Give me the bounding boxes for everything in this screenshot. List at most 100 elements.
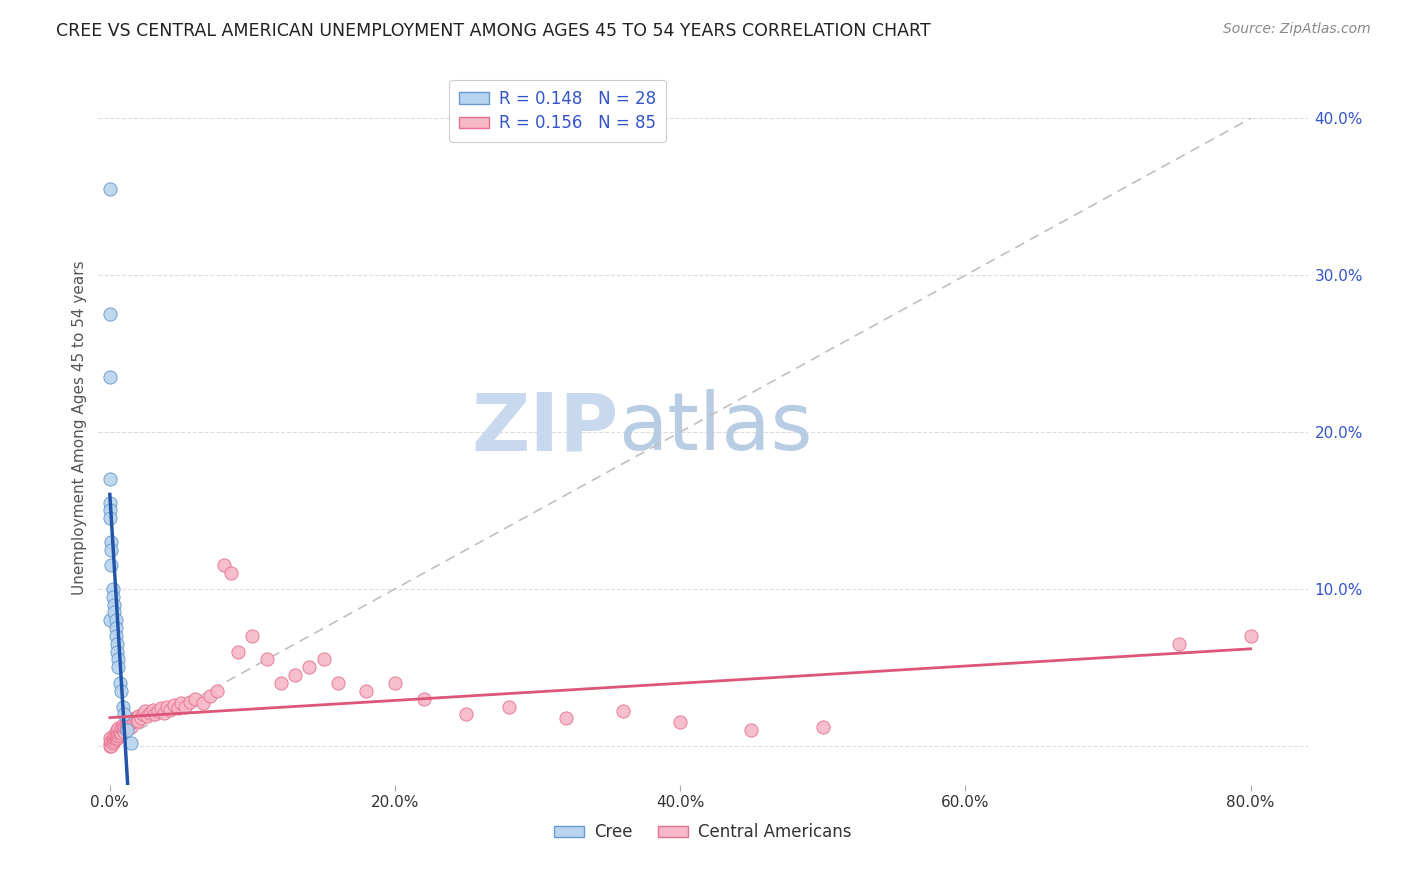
Point bbox=[107, 726, 129, 740]
Point bbox=[104, 621, 127, 635]
Point bbox=[98, 739, 121, 753]
Point bbox=[412, 691, 434, 706]
Point bbox=[555, 710, 578, 724]
Point bbox=[120, 715, 142, 730]
Point bbox=[117, 715, 139, 730]
Point bbox=[100, 739, 122, 753]
Point bbox=[104, 732, 127, 747]
Point bbox=[104, 724, 127, 739]
Point bbox=[174, 699, 197, 714]
Point bbox=[134, 704, 156, 718]
Point bbox=[100, 734, 122, 748]
Point bbox=[112, 707, 135, 722]
Point bbox=[284, 668, 307, 682]
Point bbox=[98, 613, 121, 627]
Text: CREE VS CENTRAL AMERICAN UNEMPLOYMENT AMONG AGES 45 TO 54 YEARS CORRELATION CHAR: CREE VS CENTRAL AMERICAN UNEMPLOYMENT AM… bbox=[56, 22, 931, 40]
Point bbox=[131, 707, 153, 722]
Point bbox=[127, 709, 149, 723]
Point bbox=[312, 652, 335, 666]
Point bbox=[125, 712, 148, 726]
Point bbox=[103, 598, 125, 612]
Point bbox=[107, 652, 129, 666]
Point bbox=[105, 637, 128, 651]
Point bbox=[98, 736, 121, 750]
Point bbox=[205, 684, 228, 698]
Point bbox=[101, 732, 124, 747]
Point bbox=[110, 722, 132, 736]
Point bbox=[170, 697, 193, 711]
Point bbox=[219, 566, 242, 581]
Point bbox=[118, 716, 141, 731]
Point bbox=[108, 728, 131, 742]
Point bbox=[1239, 629, 1261, 643]
Point bbox=[179, 695, 201, 709]
Point bbox=[139, 706, 162, 720]
Point bbox=[105, 731, 128, 745]
Point bbox=[100, 542, 122, 557]
Point bbox=[148, 704, 170, 718]
Point bbox=[127, 714, 149, 728]
Point bbox=[298, 660, 321, 674]
Point bbox=[100, 558, 122, 573]
Point bbox=[107, 660, 129, 674]
Point bbox=[103, 731, 125, 745]
Point bbox=[117, 720, 139, 734]
Point bbox=[124, 710, 146, 724]
Point bbox=[242, 629, 264, 643]
Point bbox=[159, 703, 181, 717]
Point bbox=[101, 582, 124, 596]
Legend: Cree, Central Americans: Cree, Central Americans bbox=[548, 817, 858, 848]
Point bbox=[100, 534, 122, 549]
Point bbox=[115, 718, 138, 732]
Point bbox=[122, 714, 145, 728]
Point bbox=[105, 728, 128, 742]
Point bbox=[1168, 637, 1191, 651]
Point bbox=[104, 613, 127, 627]
Point bbox=[103, 734, 125, 748]
Point bbox=[98, 503, 121, 517]
Point bbox=[101, 736, 124, 750]
Point bbox=[120, 736, 142, 750]
Point bbox=[110, 726, 132, 740]
Point bbox=[98, 370, 121, 384]
Point bbox=[105, 723, 128, 737]
Point bbox=[184, 691, 207, 706]
Point bbox=[256, 652, 278, 666]
Point bbox=[104, 729, 127, 743]
Point bbox=[115, 723, 138, 737]
Point bbox=[115, 714, 138, 728]
Point bbox=[129, 710, 152, 724]
Point bbox=[384, 676, 406, 690]
Point bbox=[163, 698, 186, 712]
Point bbox=[114, 716, 136, 731]
Point bbox=[270, 676, 292, 690]
Point bbox=[114, 722, 136, 736]
Point bbox=[356, 684, 378, 698]
Point bbox=[498, 699, 520, 714]
Point bbox=[112, 724, 135, 739]
Point bbox=[612, 704, 634, 718]
Point bbox=[112, 720, 135, 734]
Point bbox=[98, 731, 121, 745]
Point bbox=[120, 720, 142, 734]
Point bbox=[98, 496, 121, 510]
Y-axis label: Unemployment Among Ages 45 to 54 years: Unemployment Among Ages 45 to 54 years bbox=[72, 260, 87, 596]
Point bbox=[142, 703, 165, 717]
Point bbox=[121, 712, 143, 726]
Point bbox=[110, 684, 132, 698]
Point bbox=[811, 720, 834, 734]
Point bbox=[101, 590, 124, 604]
Point bbox=[107, 729, 129, 743]
Point bbox=[212, 558, 235, 573]
Point bbox=[167, 701, 190, 715]
Point bbox=[326, 676, 349, 690]
Point bbox=[145, 707, 167, 722]
Point bbox=[105, 645, 128, 659]
Point bbox=[150, 701, 173, 715]
Point bbox=[108, 676, 131, 690]
Point bbox=[98, 511, 121, 525]
Point bbox=[98, 182, 121, 196]
Point bbox=[103, 728, 125, 742]
Point bbox=[98, 472, 121, 486]
Text: ZIP: ZIP bbox=[471, 389, 619, 467]
